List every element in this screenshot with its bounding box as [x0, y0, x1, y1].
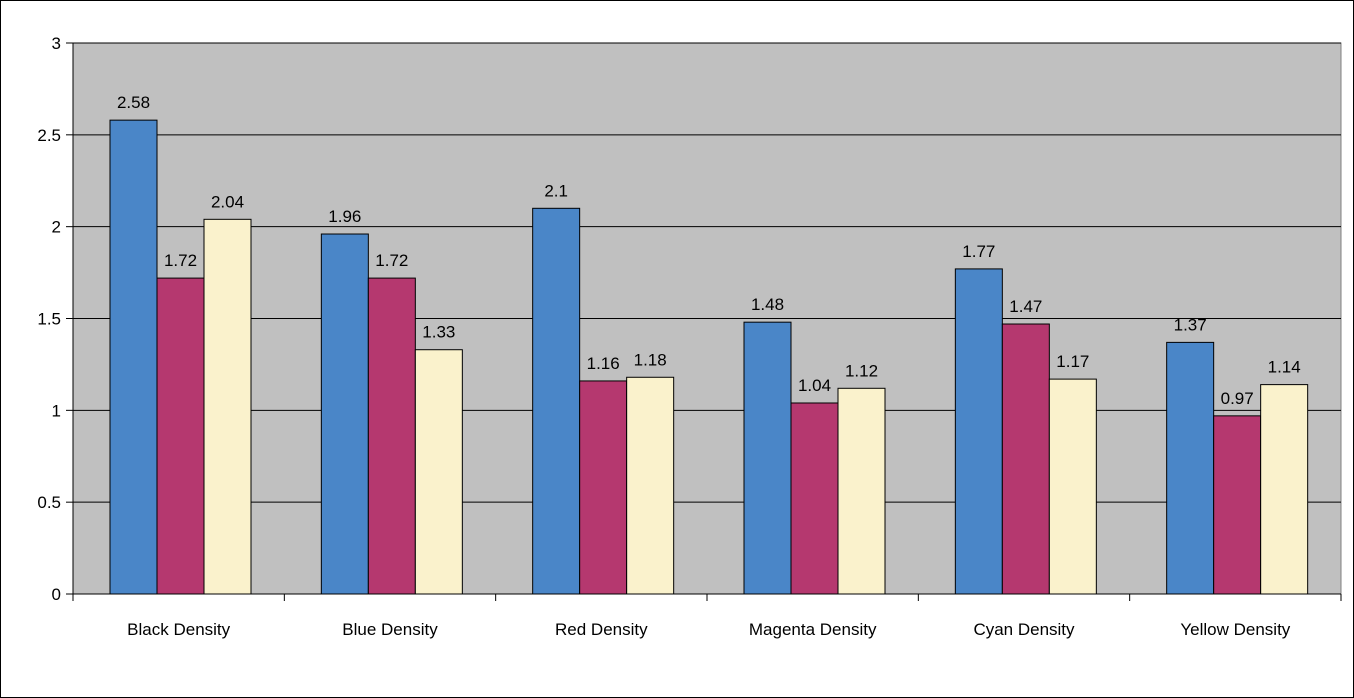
- bar: [1166, 341, 1215, 595]
- data-label: 1.04: [798, 376, 831, 395]
- y-tick-label: 2.5: [37, 126, 61, 145]
- category-label: Black Density: [127, 620, 230, 639]
- data-label: 1.72: [164, 251, 197, 270]
- data-label: 1.77: [962, 242, 995, 261]
- labels: 0 0.5 1 1.5 2 2.5 3 Black Density 2.58 1.72 2.04 Bl…: [37, 34, 1300, 639]
- bar: [156, 277, 205, 595]
- bar: [1213, 415, 1262, 595]
- data-label: 1.96: [328, 207, 361, 226]
- data-label: 1.18: [634, 350, 667, 369]
- axes: [66, 42, 1342, 601]
- y-tick-label: 0.5: [37, 493, 61, 512]
- data-label: 1.47: [1009, 297, 1042, 316]
- y-tick-label: 3: [52, 34, 61, 53]
- bar: [1260, 384, 1309, 595]
- category-label: Red Density: [555, 620, 648, 639]
- category-label: Yellow Density: [1180, 620, 1290, 639]
- bar: [414, 349, 463, 595]
- bar: [203, 218, 252, 595]
- category-label: Blue Density: [342, 620, 438, 639]
- category-label: Cyan Density: [973, 620, 1075, 639]
- bar: [532, 207, 581, 595]
- y-tick-label: 1.5: [37, 310, 61, 329]
- bar: [367, 277, 416, 595]
- data-label: 1.16: [587, 354, 620, 373]
- data-label: 2.1: [544, 181, 568, 200]
- bar: [1048, 378, 1097, 595]
- data-label: 1.12: [845, 361, 878, 380]
- bar: [837, 387, 886, 595]
- data-label: 1.33: [422, 323, 455, 342]
- data-label: 1.17: [1056, 352, 1089, 371]
- data-label: 1.48: [751, 295, 784, 314]
- bar: [1001, 323, 1050, 595]
- data-label: 1.72: [375, 251, 408, 270]
- gridlines: [73, 42, 1341, 503]
- data-label: 1.37: [1174, 315, 1207, 334]
- bar: [743, 321, 792, 595]
- category-label: Magenta Density: [749, 620, 877, 639]
- bar: [626, 376, 675, 595]
- bar: [954, 268, 1003, 595]
- bars: [109, 119, 1309, 595]
- bar: [579, 380, 628, 595]
- bar: [790, 402, 839, 595]
- data-label: 0.97: [1221, 389, 1254, 408]
- data-label: 2.04: [211, 192, 244, 211]
- y-tick-label: 2: [52, 218, 61, 237]
- data-label: 1.14: [1268, 358, 1301, 377]
- y-tick-label: 1: [52, 401, 61, 420]
- bar: [320, 233, 369, 595]
- data-label: 2.58: [117, 93, 150, 112]
- bar: [109, 119, 158, 595]
- y-tick-label: 0: [52, 585, 61, 604]
